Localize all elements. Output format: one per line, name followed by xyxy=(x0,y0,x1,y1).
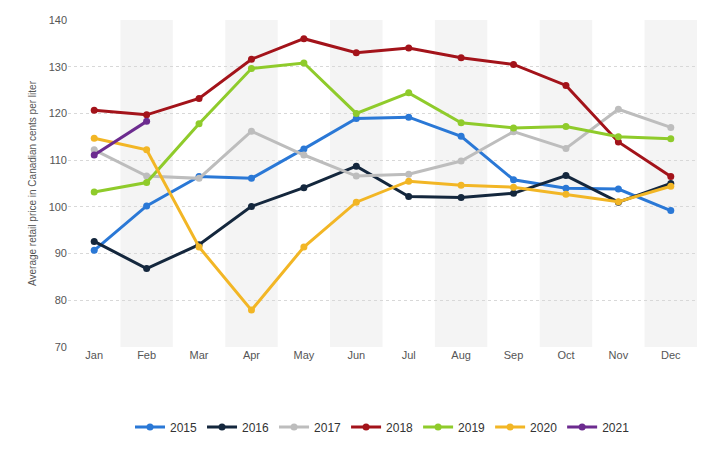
svg-text:Oct: Oct xyxy=(557,349,574,361)
svg-text:Sep: Sep xyxy=(504,349,524,361)
svg-text:90: 90 xyxy=(55,247,67,259)
svg-text:Nov: Nov xyxy=(609,349,629,361)
svg-text:2019: 2019 xyxy=(458,421,485,435)
svg-text:Mar: Mar xyxy=(190,349,209,361)
svg-text:100: 100 xyxy=(49,201,67,213)
svg-text:Aug: Aug xyxy=(451,349,471,361)
svg-text:Feb: Feb xyxy=(137,349,156,361)
svg-text:120: 120 xyxy=(49,107,67,119)
svg-text:2020: 2020 xyxy=(530,421,557,435)
svg-text:110: 110 xyxy=(49,154,67,166)
svg-text:130: 130 xyxy=(49,61,67,73)
svg-text:Jun: Jun xyxy=(347,349,365,361)
svg-text:2017: 2017 xyxy=(314,421,341,435)
svg-text:Jul: Jul xyxy=(402,349,416,361)
svg-text:2015: 2015 xyxy=(170,421,197,435)
svg-text:Dec: Dec xyxy=(661,349,681,361)
svg-text:Jan: Jan xyxy=(85,349,103,361)
svg-text:2016: 2016 xyxy=(242,421,269,435)
svg-text:70: 70 xyxy=(55,341,67,353)
svg-text:Apr: Apr xyxy=(243,349,260,361)
svg-text:May: May xyxy=(293,349,314,361)
svg-text:2018: 2018 xyxy=(386,421,413,435)
svg-text:80: 80 xyxy=(55,294,67,306)
svg-text:140: 140 xyxy=(49,14,67,26)
svg-text:Average retail price in Canadi: Average retail price in Canadian cents p… xyxy=(27,80,38,286)
svg-text:2021: 2021 xyxy=(602,421,629,435)
